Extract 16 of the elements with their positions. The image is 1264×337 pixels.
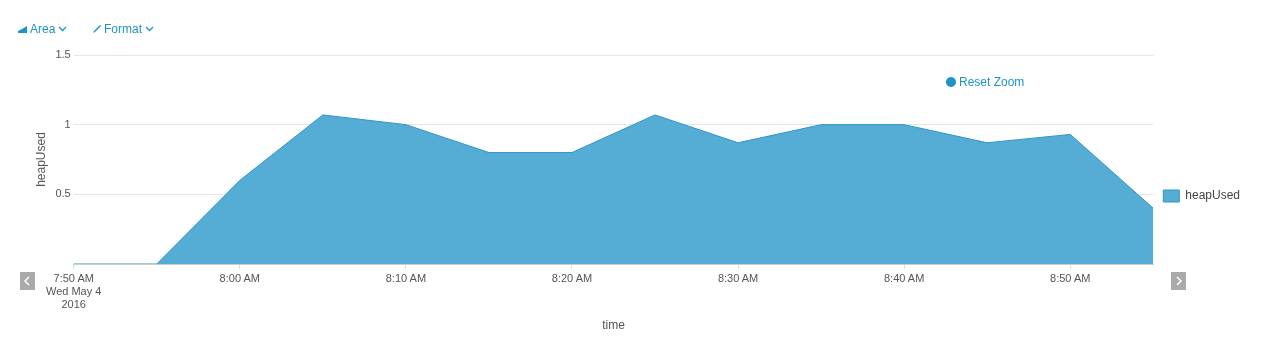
x-tick-label: 7:50 AM Wed May 4 2016 [45,271,102,311]
x-axis-title: time [602,318,626,333]
x-tick-label: 8:20 AM [551,271,593,284]
x-tick-label: 8:40 AM [883,271,925,284]
x-tick-label: 8:10 AM [385,271,427,284]
x-tick-label: 8:00 AM [219,271,260,284]
legend-label: heapUsed [1185,188,1241,203]
x-tick-label: 8:50 AM [1050,271,1091,284]
y-tick-label: 1.5 [55,48,71,61]
y-axis-title: heapUsed [33,132,48,187]
text: Area [30,22,56,36]
x-tick-label: 8:30 AM [717,271,759,284]
annotation: Reset Zoom [959,75,1025,89]
y-tick-label: 0.5 [55,187,71,200]
y-tick-label: 1 [64,117,71,130]
text: Format [104,22,143,36]
